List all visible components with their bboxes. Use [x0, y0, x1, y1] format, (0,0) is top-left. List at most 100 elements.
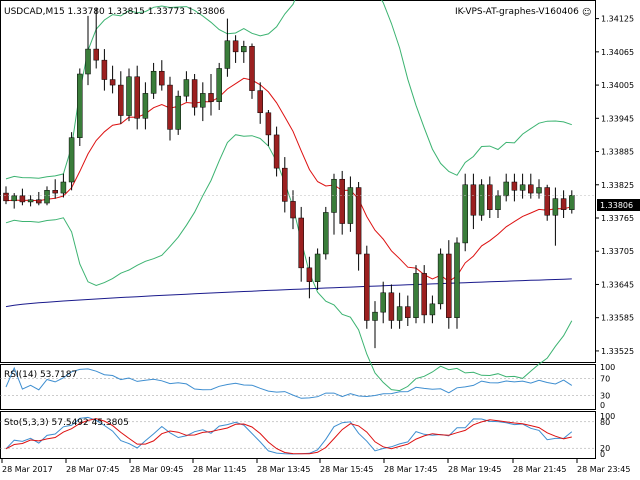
expert-label: IK-VPS-AT-graphes-V160406 [455, 7, 579, 17]
current-price-value: 1.33806 [600, 201, 633, 210]
candle-body [68, 137, 75, 183]
price-axis-label: 1.33885 [601, 148, 634, 157]
candle-body [200, 93, 206, 108]
time-axis-label: 28 Mar 23:45 [577, 465, 630, 474]
stochastic-label: Sto(5,3,3) 57.5492 45.3805 [4, 418, 129, 428]
candle-body [405, 306, 411, 318]
candle-body [519, 184, 526, 191]
candle-body [347, 187, 354, 224]
candle-body [560, 198, 567, 210]
candle-body [109, 79, 116, 86]
symbol-info: USDCAD,M15 1.33780 1.33815 1.33773 1.338… [4, 7, 225, 17]
stoch-axis-label: 80 [600, 418, 610, 427]
candle-body [454, 242, 460, 318]
candle-body [36, 199, 42, 204]
candle-body [150, 70, 157, 94]
candle-body [569, 195, 575, 210]
candle-body [437, 253, 444, 305]
rsi-plot: 100 70 300 [0, 363, 615, 410]
time-axis-label: 28 Mar 17:45 [384, 465, 437, 474]
stoch-axis-label: 0 [600, 450, 605, 459]
rsi-label: RSI(14) 53.7187 [4, 370, 77, 380]
candle-body [503, 181, 509, 197]
bollinger-upper-line [5, 0, 572, 180]
candle-body [306, 267, 313, 282]
smiley-icon[interactable]: ☺ [582, 7, 591, 18]
candle-body [380, 292, 386, 313]
stoch-panel-frame [0, 411, 596, 459]
price-axis-label: 1.33825 [601, 181, 634, 190]
candle-body [134, 76, 140, 119]
rsi-axis-label: 30 [600, 391, 610, 400]
time-axis-label: 28 Mar 15:45 [320, 465, 373, 474]
candle-body [478, 184, 485, 216]
candle-body [421, 273, 427, 316]
rsi-panel-frame [0, 364, 596, 410]
price-axis-label: 1.34005 [601, 81, 634, 90]
candle-body [282, 167, 288, 202]
price-axis-label: 1.34125 [601, 15, 634, 24]
candle-body [19, 195, 26, 203]
candle-body [323, 212, 329, 255]
candle-body [52, 190, 58, 194]
candle-body [552, 198, 559, 216]
candle-body [487, 184, 493, 210]
price-axis-label: 1.33765 [601, 214, 634, 223]
price-axis-label: 1.33645 [601, 280, 634, 289]
candle-body [273, 134, 280, 169]
price-axis-label: 1.33945 [601, 114, 634, 123]
candle-body [544, 187, 550, 216]
candle-body [159, 70, 165, 86]
stoch-signal-line [5, 418, 572, 455]
candle-body [355, 187, 362, 255]
moving-average-blue-line [5, 278, 572, 308]
candle-body [93, 48, 99, 61]
candle-body [364, 253, 370, 321]
candle-body [372, 311, 378, 321]
time-axis-label: 28 Mar 09:45 [130, 465, 183, 474]
candle-body [167, 84, 173, 130]
candle-body [85, 48, 91, 75]
candle-body [265, 112, 272, 136]
candle-body [331, 178, 337, 213]
candle-body [232, 40, 239, 53]
rsi-axis-label: 100 [600, 363, 615, 372]
time-axis-label: 28 Mar 11:45 [193, 465, 246, 474]
candle-body [470, 184, 477, 216]
time-axis: 28 Mar 2017 28 Mar 07:45 28 Mar 09:45 28 Ma… [1, 459, 630, 474]
candle-body [175, 95, 181, 130]
candle-body [290, 201, 296, 219]
price-axis-label: 1.34065 [601, 48, 634, 57]
time-axis-label: 28 Mar 21:45 [513, 465, 566, 474]
time-axis-label: 28 Mar 07:45 [66, 465, 119, 474]
moving-average-red-line [5, 77, 572, 283]
candle-body [183, 79, 190, 97]
rsi-axis-label: 70 [600, 375, 610, 384]
price-axis: 1.34125 1.34065 1.34005 1.33945 1.33885 1.338… [595, 15, 634, 356]
candle-body [241, 46, 247, 53]
candle-body [101, 59, 108, 80]
stoch-axis-label: 20 [600, 444, 610, 453]
price-panel-frame [0, 0, 596, 363]
candle-body [413, 273, 419, 318]
candle-body [536, 187, 542, 194]
candle-body [44, 190, 50, 204]
bollinger-lower-line [5, 134, 573, 392]
candle-body [11, 195, 17, 202]
candle-body [191, 79, 198, 108]
candle-body [216, 68, 222, 102]
candle-body [208, 93, 214, 102]
rsi-line [5, 366, 573, 399]
candle-body [249, 46, 255, 91]
candle-body [462, 184, 468, 244]
stoch-axis-label: 100 [600, 412, 615, 421]
candle-body [224, 40, 231, 69]
current-price-tag [597, 199, 640, 211]
candle-body [388, 292, 395, 321]
candle-body [118, 84, 124, 116]
price-axis-label: 1.33585 [601, 314, 634, 323]
candle-body [314, 253, 321, 282]
candle-body [396, 306, 403, 321]
